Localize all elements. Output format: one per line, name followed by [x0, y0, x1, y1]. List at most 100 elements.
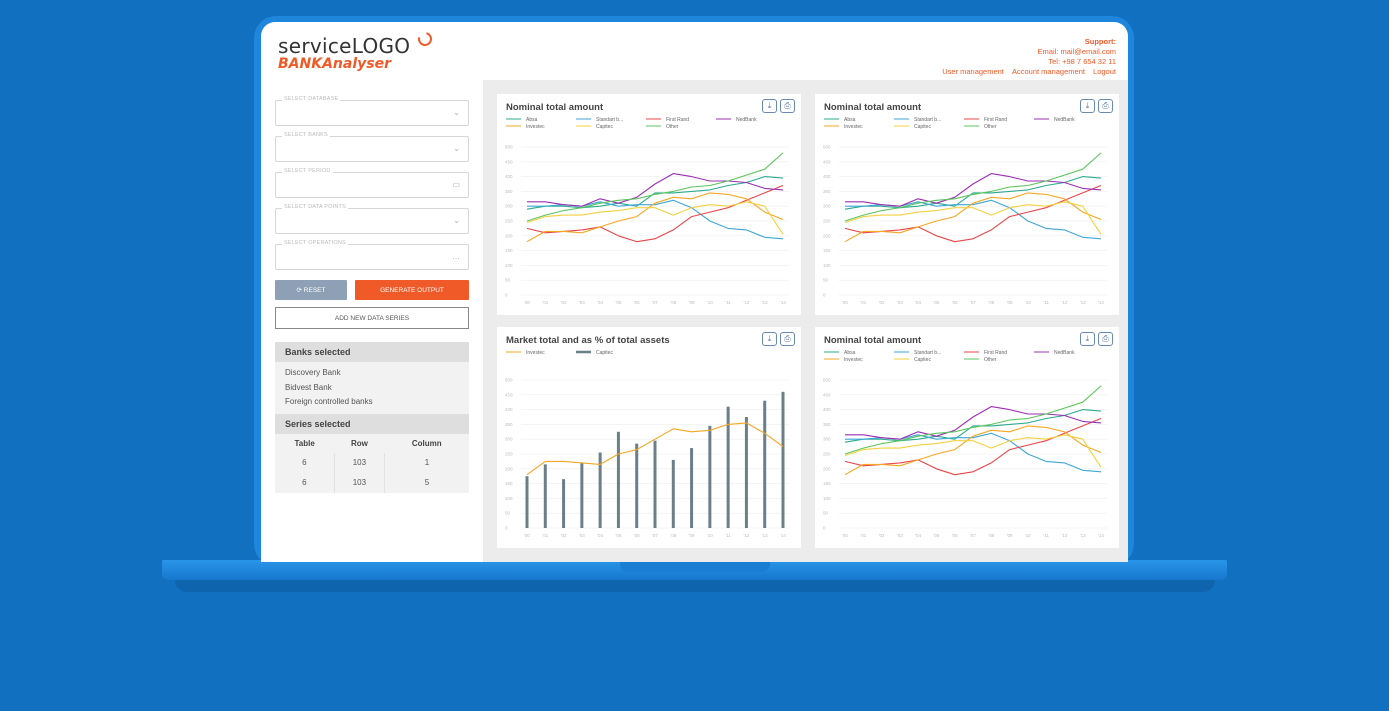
bar — [671, 459, 675, 528]
series-line — [844, 176, 1102, 210]
banks-selected-title: Banks selected — [275, 342, 469, 362]
y-tick-label: 300 — [505, 204, 513, 209]
user-management-link[interactable]: User management — [942, 67, 1004, 76]
print-icon[interactable]: ⎙ — [1098, 99, 1113, 113]
select-operations-label: SELECT OPERATIONS — [282, 240, 348, 246]
select-period[interactable]: SELECT PERIOD ▭ — [275, 168, 469, 198]
support-email[interactable]: Email: mail@email.com — [1037, 47, 1116, 56]
print-icon[interactable]: ⎙ — [780, 332, 795, 346]
chart-title: Market total and as % of total assets — [506, 335, 670, 346]
add-data-series-button[interactable]: ADD NEW DATA SERIES — [275, 307, 469, 329]
bar — [744, 417, 748, 528]
y-tick-label: 300 — [823, 437, 831, 442]
column-header: Column — [411, 438, 442, 448]
x-tick-label: '02 — [879, 300, 885, 305]
x-tick-label: '08 — [670, 300, 676, 305]
x-tick-label: '13 — [762, 533, 768, 538]
x-tick-label: '04 — [597, 300, 603, 305]
select-database[interactable]: SELECT DATABASE ⌄ — [275, 96, 469, 126]
y-tick-label: 350 — [823, 189, 831, 194]
list-item: Foreign controlled banks — [285, 397, 373, 406]
y-tick-label: 500 — [505, 378, 513, 383]
x-tick-label: '14 — [780, 300, 786, 305]
x-tick-label: '12 — [743, 533, 749, 538]
bar — [653, 440, 657, 528]
download-icon[interactable]: ⤓ — [1080, 99, 1095, 113]
column-header: Row — [350, 438, 368, 448]
x-tick-label: '12 — [1061, 533, 1067, 538]
x-tick-label: '07 — [970, 300, 976, 305]
y-tick-label: 50 — [505, 278, 511, 283]
select-database-label: SELECT DATABASE — [282, 96, 341, 102]
download-icon[interactable]: ⤓ — [762, 99, 777, 113]
table-cell: 103 — [333, 452, 385, 473]
series-selected-title: Series selected — [275, 413, 469, 434]
x-tick-label: '07 — [970, 533, 976, 538]
column-header: Table — [294, 438, 315, 448]
legend-label: Investec — [844, 124, 863, 130]
legend-label: Investec — [526, 350, 545, 356]
y-tick-label: 0 — [505, 526, 508, 531]
chart-card: Nominal total amount ⤓ ⎙ Absa Standart b.… — [497, 94, 801, 315]
series-line — [526, 201, 784, 235]
x-tick-label: '06 — [634, 533, 640, 538]
select-operations[interactable]: SELECT OPERATIONS … — [275, 240, 469, 270]
y-tick-label: 200 — [505, 466, 513, 471]
legend-label: Other — [984, 124, 997, 130]
logout-link[interactable]: Logout — [1093, 67, 1116, 76]
legend-label: First Rand — [984, 350, 1007, 356]
app-screen: serviceLOGO BANKAnalyser Support: Email:… — [261, 22, 1128, 562]
legend-label: Standart b... — [596, 117, 623, 123]
x-tick-label: '13 — [1080, 300, 1086, 305]
table-cell: 1 — [384, 452, 469, 473]
y-tick-label: 300 — [505, 437, 513, 442]
x-tick-label: '05 — [933, 300, 939, 305]
legend-label: Standart b... — [914, 350, 941, 356]
banks-selected-list: Discovery Bank Bidvest Bank Foreign cont… — [275, 362, 469, 414]
print-icon[interactable]: ⎙ — [1098, 332, 1113, 346]
x-tick-label: '06 — [952, 300, 958, 305]
x-tick-label: '08 — [988, 300, 994, 305]
legend-label: Absa — [844, 117, 856, 123]
download-icon[interactable]: ⤓ — [762, 332, 777, 346]
chart-svg: Absa Standart b... First Rand NedBank Invest… — [823, 350, 1107, 538]
y-tick-label: 250 — [823, 219, 831, 224]
bar — [616, 431, 620, 528]
chart-card: Nominal total amount ⤓ ⎙ Absa Standart b.… — [815, 327, 1119, 548]
chevron-down-icon: ⌄ — [453, 108, 460, 117]
table-cell: 6 — [302, 478, 307, 487]
account-management-link[interactable]: Account management — [1011, 67, 1085, 76]
y-tick-label: 150 — [823, 248, 831, 253]
series-line — [845, 173, 1102, 207]
series-table: Table Row Column 6 103 1 6 103 5 — [275, 434, 469, 493]
select-banks[interactable]: SELECT BANKS ⌄ — [275, 132, 469, 162]
y-tick-label: 450 — [823, 159, 831, 164]
support-block: Support: Email: mail@email.com Tel: +98 … — [936, 37, 1116, 77]
y-tick-label: 50 — [505, 511, 511, 516]
x-tick-label: '00 — [524, 300, 530, 305]
chart-svg: Absa Standart b... First Rand NedBank Invest… — [823, 117, 1107, 305]
reset-button[interactable]: ⟳ RESET — [275, 280, 347, 300]
download-icon[interactable]: ⤓ — [1080, 332, 1095, 346]
y-tick-label: 350 — [505, 422, 513, 427]
print-icon[interactable]: ⎙ — [780, 99, 795, 113]
y-tick-label: 400 — [823, 407, 831, 412]
x-tick-label: '03 — [579, 300, 585, 305]
y-tick-label: 100 — [505, 263, 513, 268]
legend-label: Capitec — [914, 124, 931, 130]
generate-output-button[interactable]: GENERATE OUTPUT — [355, 280, 469, 300]
y-tick-label: 50 — [823, 511, 829, 516]
chart-card: Nominal total amount ⤓ ⎙ Absa Standart b.… — [815, 94, 1119, 315]
x-tick-label: '03 — [897, 300, 903, 305]
table-row: 6 103 5 — [275, 472, 469, 493]
x-tick-label: '01 — [542, 533, 548, 538]
legend-label: Absa — [844, 350, 856, 356]
select-data-points[interactable]: SELECT DATA POINTS ⌄ — [275, 204, 469, 234]
logo[interactable]: serviceLOGO BANKAnalyser — [278, 29, 435, 72]
chart-title: Nominal total amount — [824, 335, 922, 346]
y-tick-label: 250 — [505, 219, 513, 224]
bar — [580, 462, 584, 528]
y-tick-label: 400 — [823, 174, 831, 179]
y-tick-label: 450 — [823, 392, 831, 397]
y-tick-label: 100 — [505, 496, 513, 501]
